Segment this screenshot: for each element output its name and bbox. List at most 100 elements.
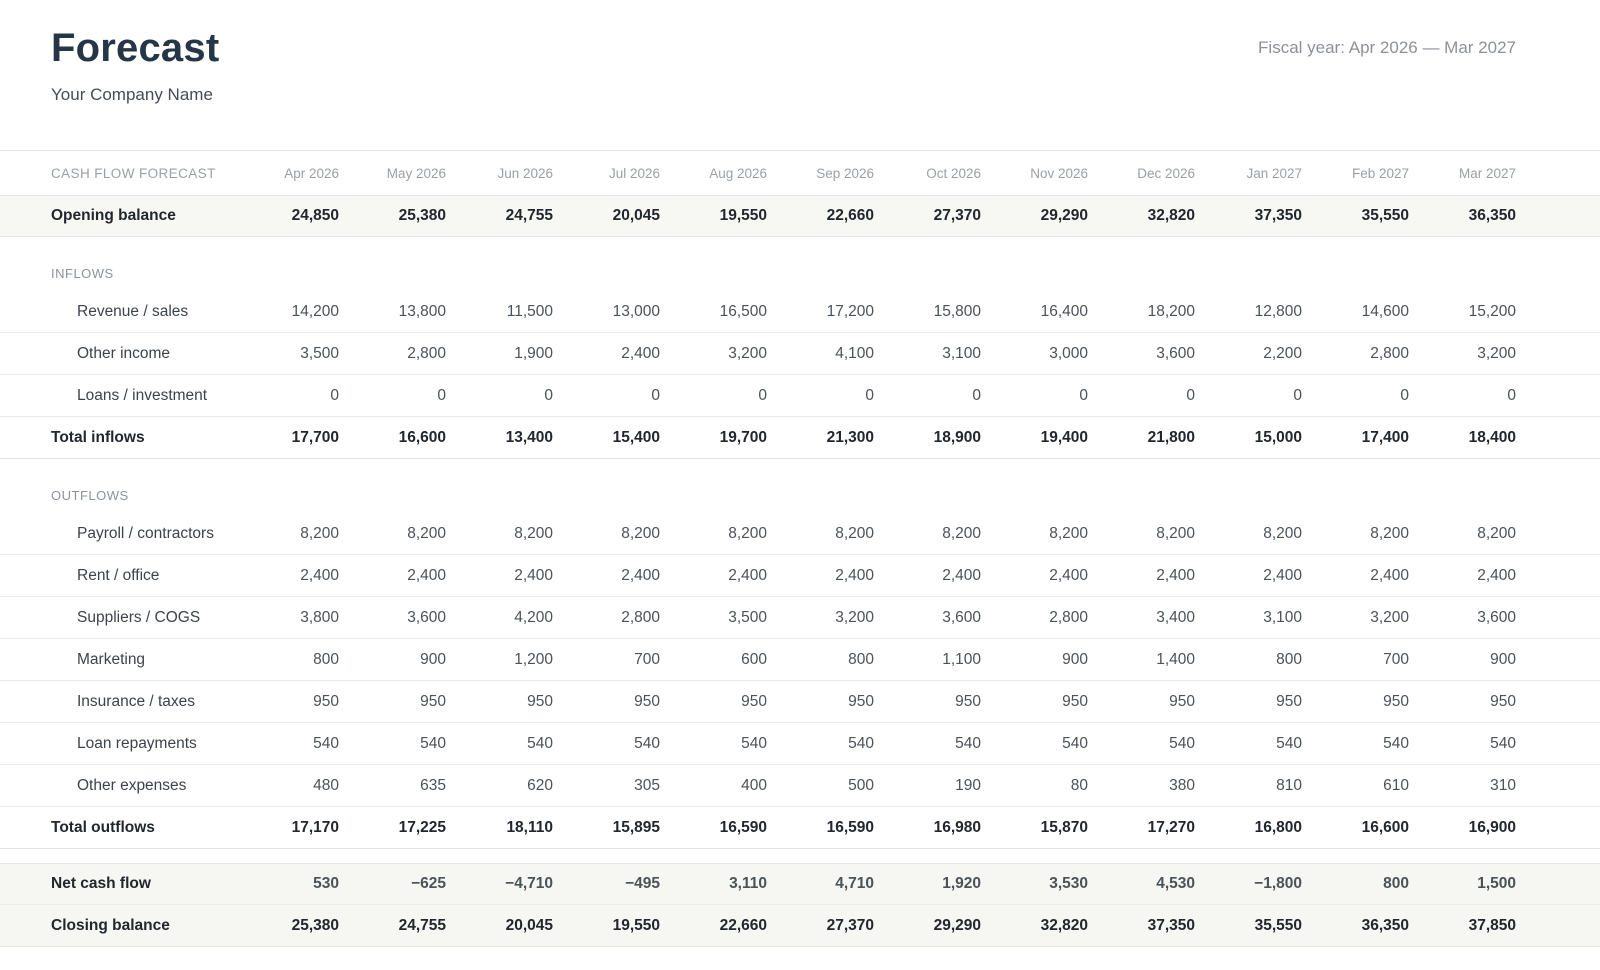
value-cell: 17,400 (1361, 428, 1409, 446)
value-cell: 15,800 (933, 302, 981, 320)
value-cell: 950 (420, 692, 446, 710)
value-cell: 16,400 (1040, 302, 1088, 320)
row-label: Other expenses (77, 776, 187, 794)
value-cell: 2,400 (1370, 566, 1409, 584)
section-label: OUTFLOWS (51, 488, 129, 503)
value-cell: 80 (1070, 776, 1088, 794)
value-cell: 700 (634, 650, 660, 668)
table-row-outflows: OUTFLOWS (0, 475, 1600, 513)
value-cell: 0 (972, 386, 981, 404)
value-cell: −495 (625, 875, 660, 892)
value-cell: 3,200 (1370, 608, 1409, 626)
table-row-other-expenses: Other expenses 480 635 620 305 400 500 190 80 380… (0, 765, 1600, 807)
row-label: Total inflows (51, 428, 145, 446)
value-cell: 0 (330, 386, 339, 404)
value-cell: 17,200 (826, 302, 874, 320)
table-row-inflows: INFLOWS (0, 253, 1600, 291)
row-label: Revenue / sales (77, 302, 189, 320)
value-cell: 0 (544, 386, 553, 404)
value-cell: 16,590 (826, 818, 874, 836)
value-cell: 3,100 (1263, 608, 1302, 626)
table-row-net-cash-flow: Net cash flow 530 −625 −4,710 −495 3,110 4,710… (0, 863, 1600, 905)
value-cell: 810 (1276, 776, 1302, 794)
value-cell: 2,400 (514, 566, 553, 584)
value-cell: 35,550 (1361, 207, 1409, 224)
value-cell: 8,200 (1263, 524, 1302, 542)
value-cell: 500 (848, 776, 874, 794)
company-name: Your Company Name (51, 85, 213, 104)
month-header-10: Jan 2027 (1246, 165, 1302, 181)
row-label: Suppliers / COGS (77, 608, 201, 626)
value-cell: 950 (1169, 692, 1195, 710)
value-cell: 540 (1383, 734, 1409, 752)
table-row-loan-repayments: Loan repayments 540 540 540 540 540 540 540 540 5… (0, 723, 1600, 765)
value-cell: 18,200 (1147, 302, 1195, 320)
value-cell: 2,800 (1370, 344, 1409, 362)
value-cell: 12,800 (1254, 302, 1302, 320)
table-row-rent-office: Rent / office 2,400 2,400 2,400 2,400 2,400 2,… (0, 555, 1600, 597)
value-cell: 380 (1169, 776, 1195, 794)
value-cell: 635 (420, 776, 446, 794)
cash-flow-forecast-table: CASH FLOW FORECAST Apr 2026 May 2026 Jun 2… (0, 150, 1600, 947)
value-cell: 1,920 (942, 875, 981, 892)
value-cell: 18,110 (506, 818, 553, 836)
value-cell: 18,400 (1468, 428, 1516, 446)
value-cell: 15,895 (612, 818, 660, 836)
month-header-12: Mar 2027 (1458, 165, 1516, 181)
value-cell: 540 (741, 734, 767, 752)
value-cell: 700 (1383, 650, 1409, 668)
row-label: Rent / office (77, 566, 160, 584)
value-cell: 13,000 (612, 302, 660, 320)
value-cell: 0 (1079, 386, 1088, 404)
value-cell: 600 (741, 650, 767, 668)
table-row-opening-balance: Opening balance 24,850 25,380 24,755 20,045 1… (0, 195, 1600, 237)
value-cell: 17,270 (1147, 818, 1195, 836)
value-cell: 8,200 (407, 524, 446, 542)
value-cell: 0 (437, 386, 446, 404)
value-cell: 0 (1400, 386, 1409, 404)
value-cell: 190 (955, 776, 981, 794)
value-cell: 540 (848, 734, 874, 752)
value-cell: 2,800 (407, 344, 446, 362)
month-header-1: Apr 2026 (284, 165, 339, 181)
value-cell: 3,110 (729, 875, 767, 892)
row-label: Loans / investment (77, 386, 208, 404)
value-cell: 2,800 (1049, 608, 1088, 626)
value-cell: 400 (741, 776, 767, 794)
value-cell: 540 (955, 734, 981, 752)
value-cell: 480 (313, 776, 339, 794)
table-row-other-income: Other income 3,500 2,800 1,900 2,400 3,200 4,1… (0, 333, 1600, 375)
value-cell: 13,400 (505, 428, 553, 446)
value-cell: 0 (1507, 386, 1516, 404)
value-cell: 610 (1383, 776, 1409, 794)
value-cell: 2,400 (621, 344, 660, 362)
row-label: Closing balance (51, 916, 170, 934)
value-cell: 2,400 (728, 566, 767, 584)
value-cell: 0 (865, 386, 874, 404)
value-cell: 2,400 (942, 566, 981, 584)
value-cell: 16,600 (398, 428, 446, 446)
table-row-total-inflows: Total inflows 17,700 16,600 13,400 15,400 19,… (0, 417, 1600, 459)
value-cell: 2,400 (1263, 566, 1302, 584)
month-header-7: Oct 2026 (926, 165, 981, 181)
value-cell: 2,200 (1263, 344, 1302, 362)
value-cell: 2,400 (1156, 566, 1195, 584)
row-label: Total outflows (51, 818, 155, 836)
value-cell: 14,600 (1361, 302, 1409, 320)
value-cell: 36,350 (1361, 916, 1409, 934)
value-cell: 16,980 (933, 818, 981, 836)
value-cell: 3,600 (407, 608, 446, 626)
value-cell: −625 (411, 875, 446, 892)
value-cell: 1,200 (514, 650, 553, 668)
value-cell: 0 (1293, 386, 1302, 404)
value-cell: 4,530 (1156, 875, 1195, 892)
table-row-revenue-sales: Revenue / sales 14,200 13,800 11,500 13,000 1… (0, 291, 1600, 333)
value-cell: 8,200 (728, 524, 767, 542)
value-cell: 8,200 (1049, 524, 1088, 542)
table-row-marketing: Marketing 800 900 1,200 700 600 800 1,100 900 1,4… (0, 639, 1600, 681)
value-cell: 2,400 (1049, 566, 1088, 584)
value-cell: 37,350 (1254, 207, 1302, 224)
row-label: Loan repayments (77, 734, 197, 752)
row-label: Net cash flow (51, 875, 151, 892)
value-cell: 36,350 (1468, 207, 1516, 224)
